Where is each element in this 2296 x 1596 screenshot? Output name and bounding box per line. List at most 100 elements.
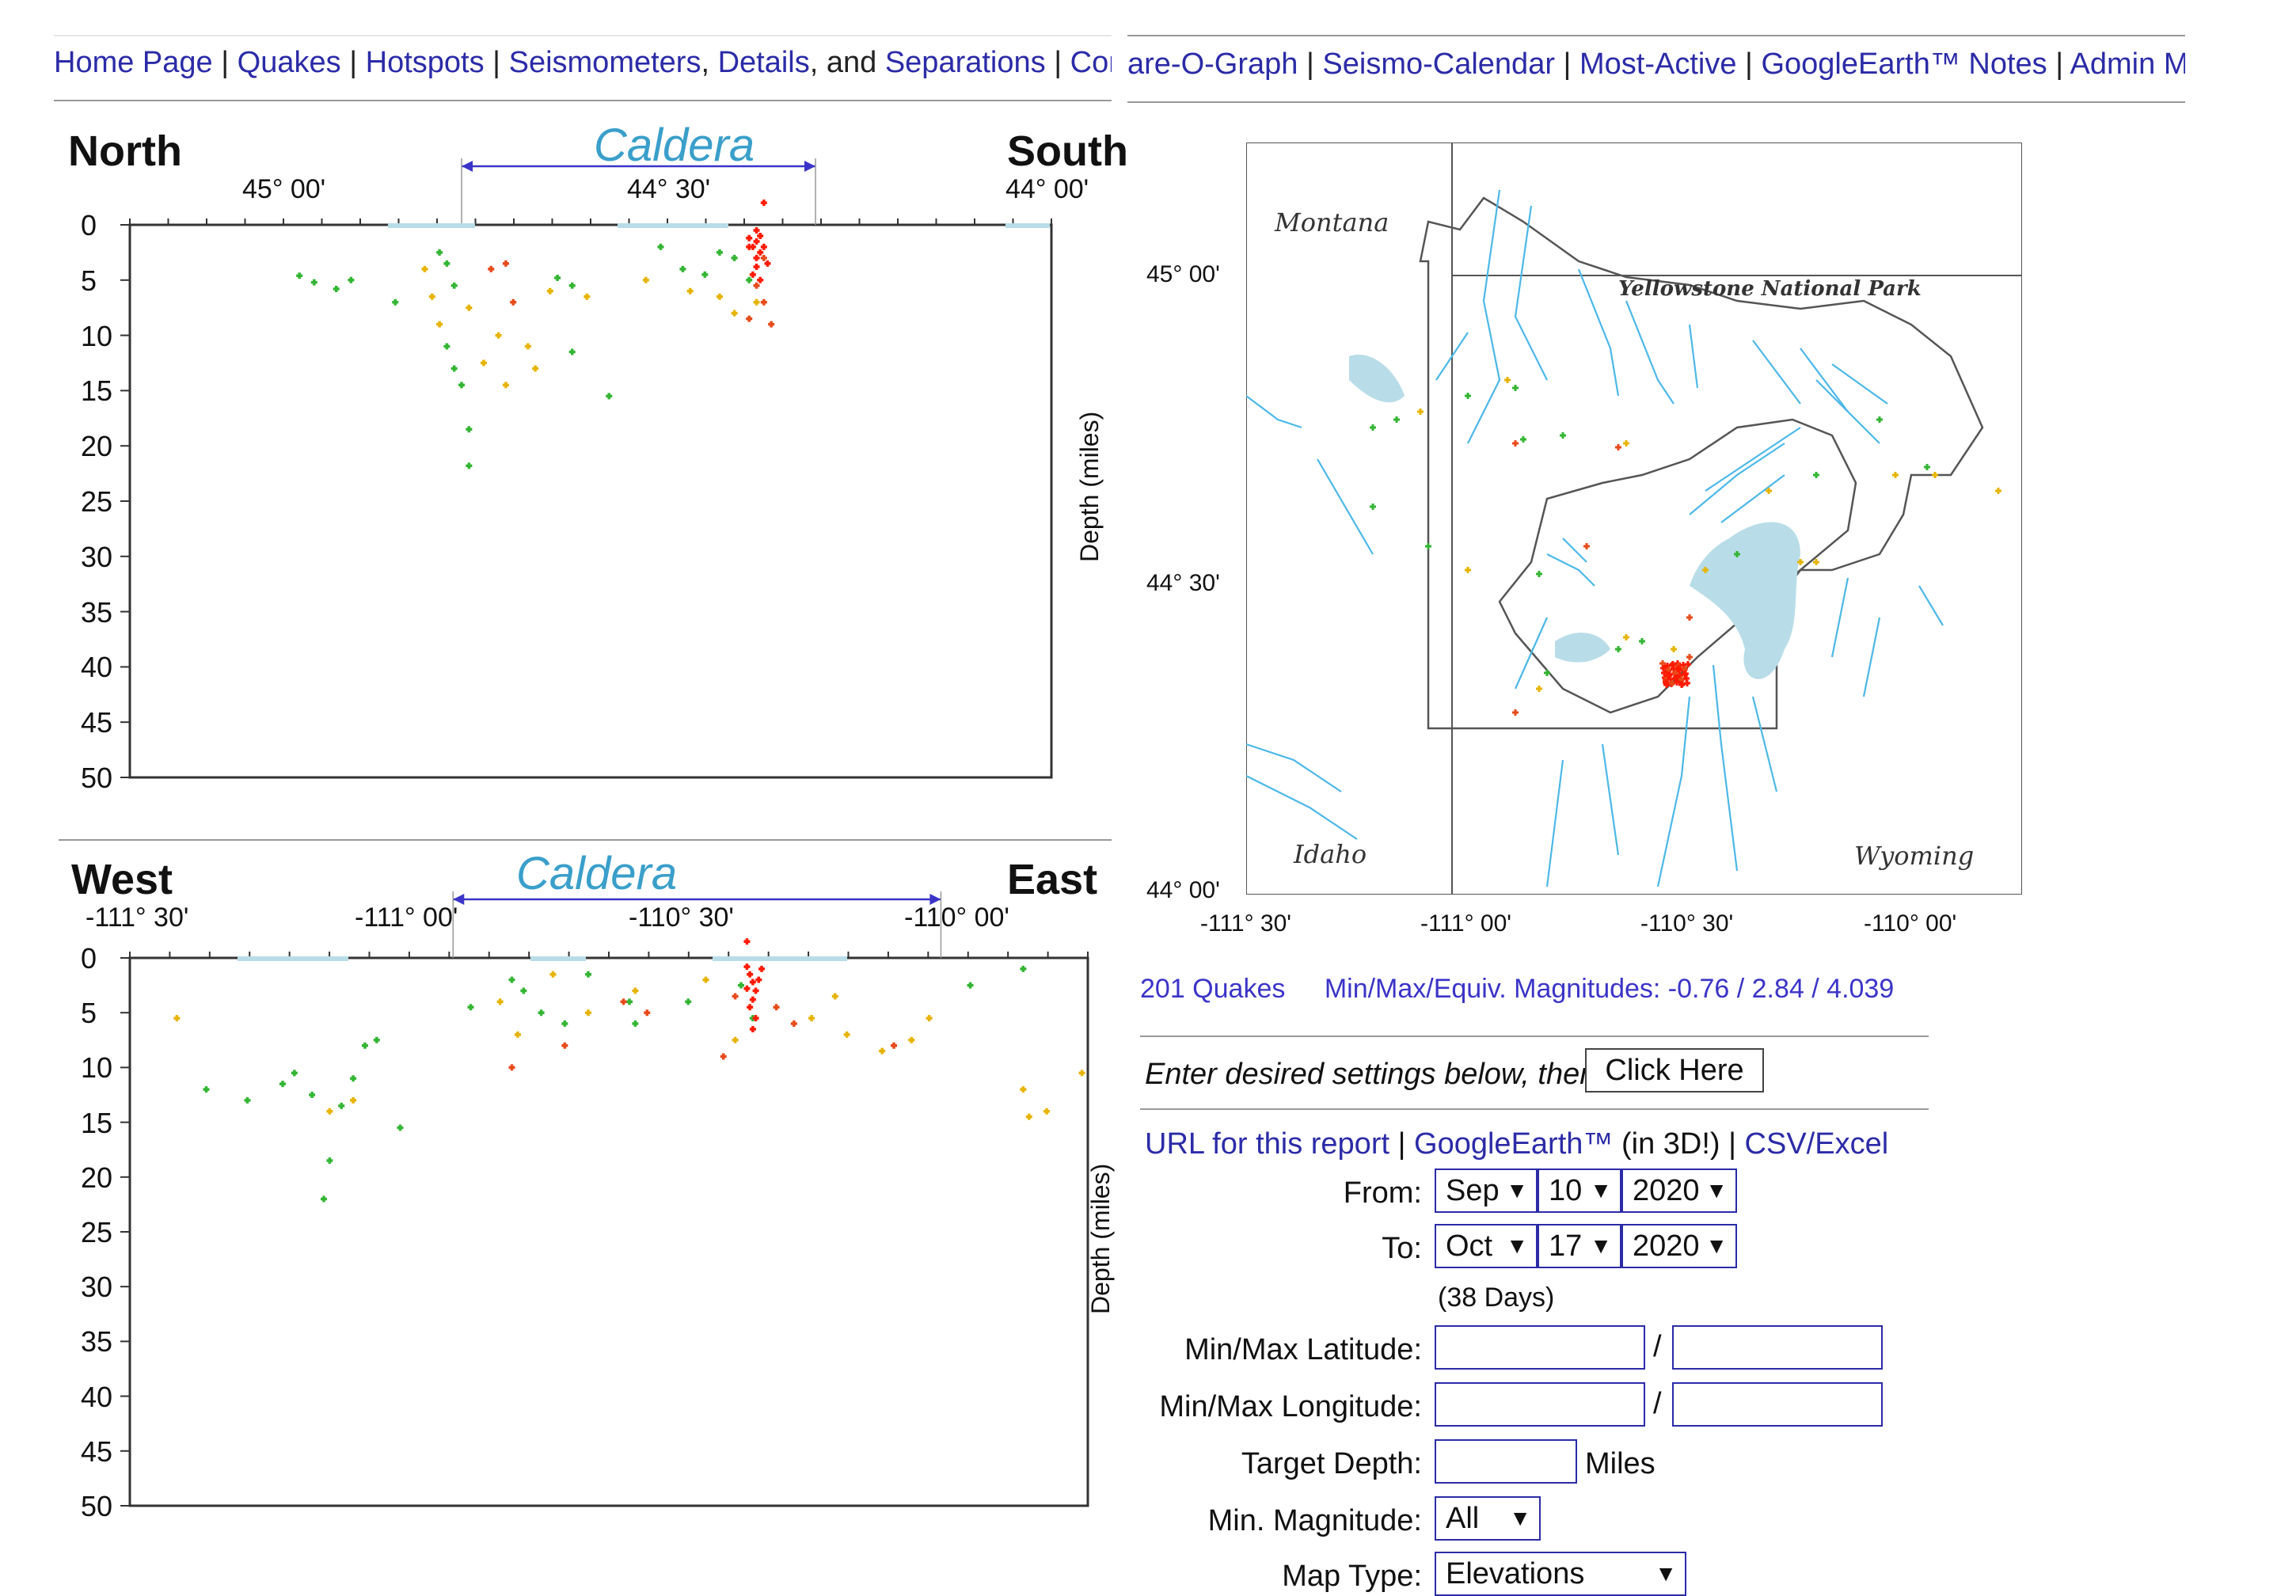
map-lat-tick: 44° 00' <box>1146 877 1220 903</box>
quake-point <box>757 276 764 283</box>
nav-link-hotspots[interactable]: Hotspots <box>365 46 485 79</box>
top-navigation: Home Page | Quakes | Hotspots | Seismome… <box>0 0 2296 111</box>
map-frame <box>1246 142 2022 895</box>
map-quake-point <box>1425 543 1431 549</box>
min-magnitude-select[interactable]: All ▼ <box>1435 1496 1541 1541</box>
quake-point <box>585 971 592 978</box>
quake-point <box>749 996 756 1003</box>
nav-link-compare-o-graph-cont[interactable]: are-O-Graph <box>1127 48 1298 81</box>
quake-point <box>296 272 303 279</box>
nav-link-quakes[interactable]: Quakes <box>237 46 341 79</box>
y-tick-label: 30 <box>81 1271 113 1304</box>
we-plot-area <box>120 891 1089 1507</box>
to-year-select[interactable]: 2020 ▼ <box>1621 1224 1737 1268</box>
map-quake-point <box>1583 543 1590 549</box>
x-tick-label: -111° 00' <box>355 902 458 933</box>
map-quake-point <box>1876 416 1883 423</box>
click-here-button[interactable]: Click Here <box>1585 1048 1764 1092</box>
quake-point <box>554 275 561 282</box>
quake-point <box>508 976 515 983</box>
from-year-select[interactable]: 2020 ▼ <box>1621 1168 1737 1213</box>
quake-point <box>632 987 639 994</box>
quake-point <box>743 938 751 945</box>
quake-count: 201 Quakes <box>1140 974 1286 1004</box>
nav-link-separations[interactable]: Separations <box>884 46 1046 79</box>
quake-point <box>752 1015 759 1022</box>
nav-link-admin-menu[interactable]: Admin Menu <box>2070 48 2185 81</box>
to-day-select[interactable]: 17 ▼ <box>1538 1224 1621 1268</box>
quake-point <box>808 1015 815 1022</box>
target-depth-input[interactable] <box>1435 1439 1577 1484</box>
y-tick-label: 0 <box>81 209 97 241</box>
quake-point <box>749 978 756 986</box>
quake-point <box>443 260 450 267</box>
quake-point <box>749 1025 756 1032</box>
max-longitude-input[interactable] <box>1672 1382 1883 1427</box>
quake-point <box>348 276 355 283</box>
quake-point <box>244 1096 251 1104</box>
quake-point <box>701 271 709 278</box>
quake-point <box>746 315 753 322</box>
quake-point <box>620 998 627 1005</box>
quake-point <box>495 332 502 339</box>
nav-link-seismo-calendar[interactable]: Seismo-Calendar <box>1322 48 1555 81</box>
nav-link-seismometers[interactable]: Seismometers <box>508 46 701 79</box>
from-day-select[interactable]: 10 ▼ <box>1538 1168 1621 1213</box>
quake-point <box>686 287 694 294</box>
quake-point <box>606 393 613 400</box>
map-lat-tick: 44° 30' <box>1146 570 1220 596</box>
map-quake-point <box>1639 638 1645 644</box>
y-tick-label: 5 <box>81 264 97 297</box>
csv-excel-link[interactable]: CSV/Excel <box>1744 1127 1889 1161</box>
map-quake-point <box>1797 559 1804 565</box>
map-quake-point <box>1813 559 1819 565</box>
nav-and: , and <box>809 46 877 79</box>
divider <box>1140 1036 1929 1037</box>
to-label: To: <box>1382 1232 1422 1265</box>
map-quake-point <box>1674 679 1680 686</box>
nav-link-most-active[interactable]: Most-Active <box>1579 48 1737 81</box>
surface-lake-segment <box>618 223 728 228</box>
quake-point <box>510 298 517 306</box>
to-month-select[interactable]: Oct ▼ <box>1435 1224 1538 1268</box>
chart-dir-east: East <box>1007 856 1098 903</box>
quake-point <box>279 1081 287 1088</box>
map-quake-point <box>1615 646 1621 652</box>
quake-point <box>879 1047 886 1054</box>
quake-point <box>760 243 767 250</box>
quake-point <box>967 982 974 989</box>
y-tick-label: 50 <box>81 762 113 794</box>
quake-point <box>546 287 553 294</box>
y-tick-label: 0 <box>81 942 97 975</box>
url-report-link[interactable]: URL for this report <box>1145 1127 1390 1161</box>
nav-link-details[interactable]: Details <box>717 46 810 79</box>
quake-point <box>747 971 754 978</box>
quake-point <box>392 298 399 306</box>
y-tick-label: 40 <box>81 651 113 684</box>
quake-point <box>843 1031 850 1038</box>
max-latitude-input[interactable] <box>1672 1325 1883 1370</box>
map-quake-point <box>1615 444 1621 450</box>
nav-link-compare-o-graph[interactable]: Comp <box>1070 46 1112 79</box>
map-quake-point <box>1702 567 1709 573</box>
surface-lake-segment <box>238 956 348 961</box>
map-quake-point <box>1370 504 1376 510</box>
quake-point <box>755 976 762 983</box>
nav-link-googleearth-notes[interactable]: GoogleEarth™ Notes <box>1761 48 2047 81</box>
quake-point <box>679 265 686 272</box>
quake-point <box>514 1031 521 1038</box>
from-month-select[interactable]: Sep ▼ <box>1435 1168 1538 1213</box>
min-latitude-input[interactable] <box>1435 1325 1645 1370</box>
x-tick-label: 45° 00' <box>242 174 326 204</box>
y-tick-label: 10 <box>81 319 113 352</box>
quake-point <box>747 1004 754 1011</box>
map-quake-point <box>1671 646 1677 652</box>
surface-lake-segment <box>530 956 586 961</box>
googleearth-link[interactable]: GoogleEarth™ <box>1414 1127 1614 1161</box>
quake-point <box>773 1004 780 1011</box>
min-longitude-input[interactable] <box>1435 1382 1645 1427</box>
nav-link-home[interactable]: Home Page <box>54 46 213 79</box>
map-quake-point <box>1623 634 1629 640</box>
map-type-select[interactable]: Elevations ▼ <box>1435 1552 1686 1596</box>
quake-point <box>502 260 509 267</box>
